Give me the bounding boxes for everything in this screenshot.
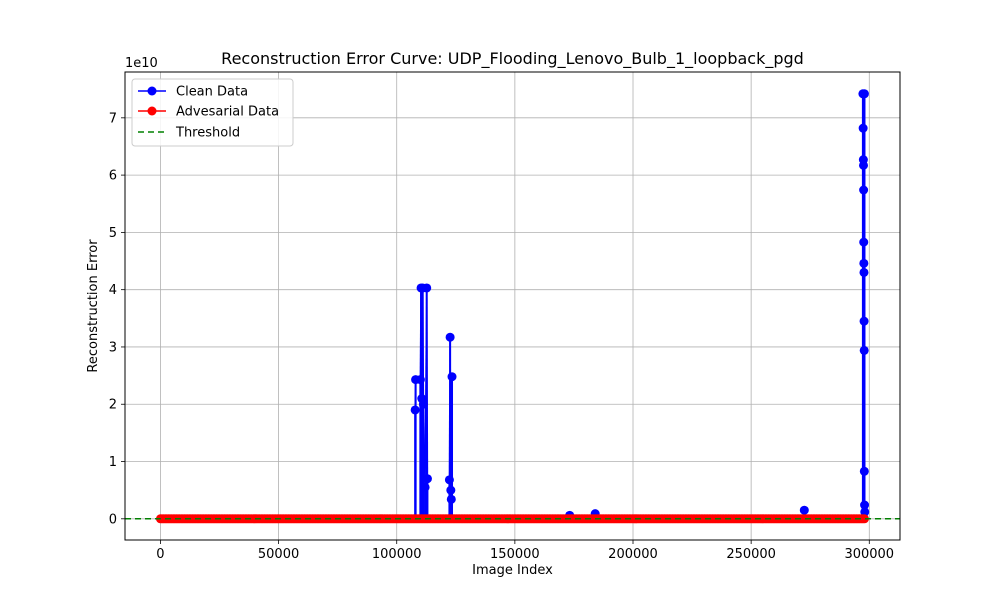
x-tick-label: 200000: [608, 547, 658, 562]
clean-data-point: [415, 375, 425, 385]
x-tick-label: 0: [156, 547, 164, 562]
clean-data-point: [859, 185, 869, 195]
legend-label: Advesarial Data: [176, 105, 279, 120]
legend-threshold: Threshold: [138, 126, 240, 141]
clean-data-point: [859, 466, 869, 476]
x-axis-label: Image Index: [472, 563, 553, 578]
legend-adversarial-data: Advesarial Data: [138, 105, 279, 120]
clean-data-point: [422, 474, 432, 484]
series-clean-data: [160, 89, 870, 520]
x-tick-label: 300000: [844, 547, 894, 562]
legend-label: Threshold: [175, 126, 240, 141]
y-tick-label: 6: [109, 169, 117, 184]
clean-data-point: [799, 505, 809, 515]
x-tick-label: 150000: [490, 547, 540, 562]
legend-marker: [147, 86, 157, 96]
clean-data-point: [422, 283, 432, 293]
y-tick-label: 1: [109, 455, 117, 470]
y-axis: 0 1 2 3 4 5 6 7: [109, 111, 125, 527]
y-offset-text: 1e10: [125, 56, 158, 71]
legend-box: [131, 78, 294, 147]
adversarial-data-point: [859, 514, 869, 524]
x-tick-label: 250000: [726, 547, 776, 562]
chart-title: Reconstruction Error Curve: UDP_Flooding…: [221, 49, 804, 69]
clean-data-point: [445, 332, 455, 342]
legend-label: Clean Data: [176, 85, 248, 100]
clean-data-point: [859, 345, 869, 355]
clean-data-point: [446, 494, 456, 504]
clean-data-point: [858, 123, 868, 133]
x-tick-label: 100000: [372, 547, 422, 562]
clean-data-point: [418, 399, 428, 409]
clean-data-segment: [425, 287, 429, 479]
legend-clean-data: Clean Data: [138, 85, 248, 100]
plot-frame: [124, 71, 901, 541]
series-layer: [125, 89, 900, 524]
clean-data-segment: [421, 287, 425, 405]
clean-data-point: [860, 507, 870, 517]
clean-data-segment: [449, 337, 452, 491]
x-tick-label: 50000: [258, 547, 299, 562]
y-tick-label: 2: [109, 398, 117, 413]
x-axis: 0 50000 100000 150000 200000 250000 300000: [156, 540, 894, 562]
clean-data-point: [859, 258, 869, 268]
clean-data-point: [859, 316, 869, 326]
legend-marker: [147, 106, 157, 116]
clean-data-point: [447, 372, 457, 382]
series-adversarial-data: [155, 514, 869, 524]
clean-data-point: [859, 89, 869, 99]
clean-data-point: [446, 485, 456, 495]
y-tick-label: 7: [109, 111, 117, 126]
clean-data-point: [860, 500, 870, 510]
y-tick-label: 3: [109, 340, 117, 355]
clean-data-point: [410, 405, 420, 415]
clean-data-point: [444, 475, 454, 485]
y-tick-label: 5: [109, 226, 117, 241]
clean-data-point: [858, 160, 868, 170]
y-tick-label: 4: [109, 283, 117, 298]
y-axis-label: Reconstruction Error: [86, 239, 101, 373]
plot-area: [125, 89, 900, 524]
y-tick-label: 0: [109, 512, 117, 527]
clean-data-point: [420, 482, 430, 492]
clean-data-point: [859, 267, 869, 277]
clean-data-point: [859, 237, 869, 247]
legend: Clean Data Advesarial Data Threshold: [131, 78, 294, 147]
